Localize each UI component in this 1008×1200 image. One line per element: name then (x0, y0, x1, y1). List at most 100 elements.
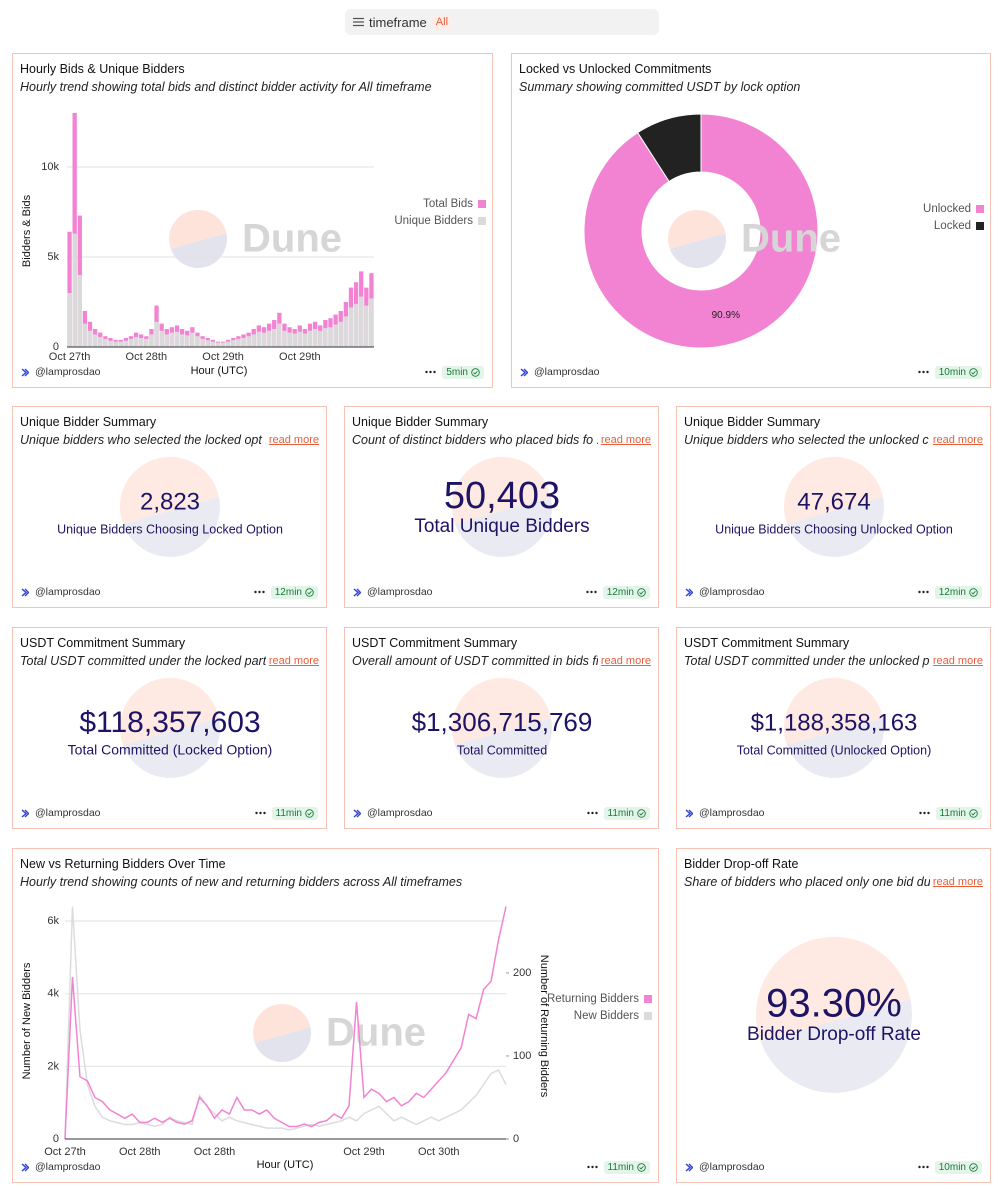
read-more-link[interactable]: read more (597, 654, 651, 668)
legend-swatch[interactable] (478, 200, 486, 208)
check-icon (969, 808, 978, 818)
author-name[interactable]: @lamprosdao (367, 807, 433, 819)
more-menu[interactable] (254, 811, 266, 815)
counter-label: Total Committed (457, 743, 547, 757)
legend-label[interactable]: Unique Bidders (394, 215, 473, 227)
more-menu[interactable] (918, 590, 929, 594)
panel: Unique Bidder Summary Unique bidders who … (12, 406, 327, 608)
more-menu[interactable] (425, 370, 437, 374)
more-menu[interactable] (586, 590, 597, 594)
chart-svg: Dune 90.9% 9.1% Unlocked Locked (583, 113, 984, 349)
panel-title: Unique Bidder Summary (352, 415, 489, 429)
panel: USDT Commitment Summary Total USDT commit… (12, 627, 327, 829)
more-menu[interactable] (254, 590, 265, 594)
panel-footer: @lamprosdao 11min (21, 805, 318, 821)
x-tick-label: Oct 29th (202, 351, 244, 363)
legend-label[interactable]: Total Bids (423, 198, 473, 210)
pie-slice[interactable] (583, 113, 819, 349)
legend-swatch[interactable] (976, 222, 984, 230)
logo-top (783, 677, 883, 745)
author-name[interactable]: @lamprosdao (35, 807, 101, 819)
panel-subtitle: Overall amount of USDT committed in bids… (352, 654, 651, 668)
bar (67, 293, 72, 347)
check-circle (637, 808, 646, 818)
refresh-badge: 11min (271, 806, 318, 820)
logo-bottom (254, 1027, 311, 1062)
check-mark (639, 1165, 644, 1170)
panel: Unique Bidder Summary Unique bidders who … (676, 406, 991, 608)
refresh-text: 5min (446, 366, 468, 378)
read-more-link[interactable]: read more (929, 433, 983, 447)
bar (338, 321, 343, 347)
legend-label[interactable]: New Bidders (574, 1010, 639, 1022)
bar (82, 323, 88, 347)
more-menu[interactable] (918, 811, 930, 815)
legend-swatch[interactable] (976, 205, 984, 213)
author-name[interactable]: @lamprosdao (699, 807, 765, 819)
refresh-text: 10min (938, 1161, 966, 1173)
subtitle-text: Summary showing committed USDT by lock o… (519, 80, 801, 94)
more-menu[interactable] (586, 811, 598, 815)
author-logo (21, 367, 29, 377)
panel-footer: @lamprosdao 12min (685, 584, 982, 600)
more-menu[interactable] (586, 1165, 598, 1169)
author-logo (520, 367, 528, 377)
author-name[interactable]: @lamprosdao (367, 586, 433, 598)
read-more-link[interactable]: read more (265, 433, 319, 447)
y-tick-label: 0 (53, 1133, 59, 1145)
logo-shape (685, 808, 693, 818)
logo-shape (21, 808, 29, 818)
bar (118, 341, 123, 347)
panel: Hourly Bids & Unique Bidders Hourly trend… (12, 53, 493, 388)
refresh-text: 11min (939, 807, 967, 819)
bar (210, 341, 215, 347)
dot (926, 370, 929, 374)
bar (108, 340, 113, 347)
legend-swatch[interactable] (478, 217, 486, 225)
bar (215, 342, 221, 347)
check-circle (969, 1162, 978, 1172)
logo-bottom (455, 497, 552, 557)
author-name[interactable]: @lamprosdao (699, 1161, 765, 1173)
logo-top (119, 456, 219, 524)
panel-title: New vs Returning Bidders Over Time (20, 857, 226, 871)
read-more-link[interactable]: read more (597, 433, 651, 447)
logo-bottom (760, 999, 912, 1093)
legend-swatch[interactable] (644, 1012, 652, 1020)
legend-label[interactable]: Locked (934, 220, 971, 232)
read-more-link[interactable]: read more (929, 654, 983, 668)
legend-label[interactable]: Unlocked (923, 203, 971, 215)
author-name[interactable]: @lamprosdao (35, 366, 101, 378)
bar (149, 334, 154, 347)
footer-right: 10min (918, 365, 982, 379)
watermark: Dune (741, 217, 841, 261)
more-menu[interactable] (918, 1165, 929, 1169)
check-mark (639, 811, 644, 816)
bar (282, 330, 287, 347)
author-name[interactable]: @lamprosdao (699, 586, 765, 598)
author-name[interactable]: @lamprosdao (35, 586, 101, 598)
read-more-link[interactable]: read more (265, 654, 319, 668)
counter-label: Total Committed (Unlocked Option) (737, 743, 932, 757)
legend-swatch[interactable] (644, 995, 652, 1003)
bar (287, 332, 292, 347)
author-name[interactable]: @lamprosdao (534, 366, 600, 378)
check-mark (971, 590, 976, 595)
legend-label[interactable]: Returning Bidders (547, 993, 639, 1005)
author-name[interactable]: @lamprosdao (35, 1161, 101, 1173)
dot (926, 1165, 929, 1169)
counter-label: Total Unique Bidders (414, 516, 589, 537)
bar (333, 324, 338, 347)
bar (123, 340, 128, 347)
panel-subtitle: Summary showing committed USDT by lock o… (519, 80, 983, 94)
panel-footer: @lamprosdao 11min (353, 805, 650, 821)
check-circle (637, 587, 646, 597)
panel: Bidder Drop-off Rate Share of bidders who… (676, 848, 991, 1183)
more-menu[interactable] (918, 370, 929, 374)
read-more-link[interactable]: read more (929, 875, 983, 889)
filter-value[interactable]: All (431, 15, 453, 29)
filter-bar[interactable]: timeframe All (345, 9, 659, 35)
counter-value: 47,674 (797, 488, 870, 515)
pie-slice[interactable] (636, 113, 702, 183)
